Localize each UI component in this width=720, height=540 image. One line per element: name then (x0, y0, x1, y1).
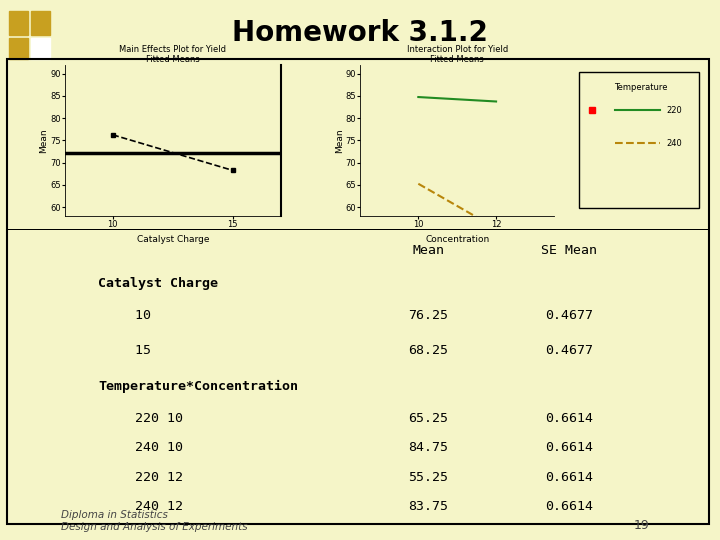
Text: Temperature*Concentration: Temperature*Concentration (99, 380, 299, 393)
Text: Homework 3.1.2: Homework 3.1.2 (232, 19, 488, 47)
Text: 0.6614: 0.6614 (545, 500, 593, 513)
Text: 220 10: 220 10 (127, 412, 183, 425)
Text: Diploma in Statistics
Design and Analysis of Experiments: Diploma in Statistics Design and Analysi… (61, 510, 248, 532)
Text: 83.75: 83.75 (408, 500, 449, 513)
Text: 76.25: 76.25 (408, 309, 449, 322)
Text: 220: 220 (667, 106, 683, 114)
Text: 68.25: 68.25 (408, 345, 449, 357)
Title: Main Effects Plot for Yield
Fitted Means: Main Effects Plot for Yield Fitted Means (120, 45, 226, 64)
Y-axis label: Mean: Mean (335, 128, 344, 153)
Text: 0.4677: 0.4677 (545, 345, 593, 357)
Title: Interaction Plot for Yield
Fitted Means: Interaction Plot for Yield Fitted Means (407, 45, 508, 64)
Text: 65.25: 65.25 (408, 412, 449, 425)
Text: 240 10: 240 10 (127, 441, 183, 454)
X-axis label: Catalyst Charge: Catalyst Charge (137, 235, 209, 244)
Text: 0.6614: 0.6614 (545, 441, 593, 454)
Bar (9, 38, 28, 59)
Text: 220 12: 220 12 (127, 471, 183, 484)
Text: 240 12: 240 12 (127, 500, 183, 513)
Text: 0.6614: 0.6614 (545, 412, 593, 425)
Text: Mean: Mean (413, 244, 444, 257)
Text: 15: 15 (127, 345, 150, 357)
Bar (30, 11, 50, 35)
Text: 19: 19 (634, 519, 649, 532)
X-axis label: Concentration: Concentration (425, 235, 490, 244)
Text: 0.4677: 0.4677 (545, 309, 593, 322)
Text: 0.6614: 0.6614 (545, 471, 593, 484)
Bar (9, 11, 28, 35)
Y-axis label: Mean: Mean (40, 128, 49, 153)
Bar (30, 38, 50, 59)
Text: 10: 10 (127, 309, 150, 322)
Text: 240: 240 (667, 139, 683, 148)
Text: Catalyst Charge: Catalyst Charge (99, 276, 218, 289)
Text: 55.25: 55.25 (408, 471, 449, 484)
Text: 84.75: 84.75 (408, 441, 449, 454)
Text: SE Mean: SE Mean (541, 244, 597, 257)
Text: Temperature: Temperature (614, 83, 667, 92)
